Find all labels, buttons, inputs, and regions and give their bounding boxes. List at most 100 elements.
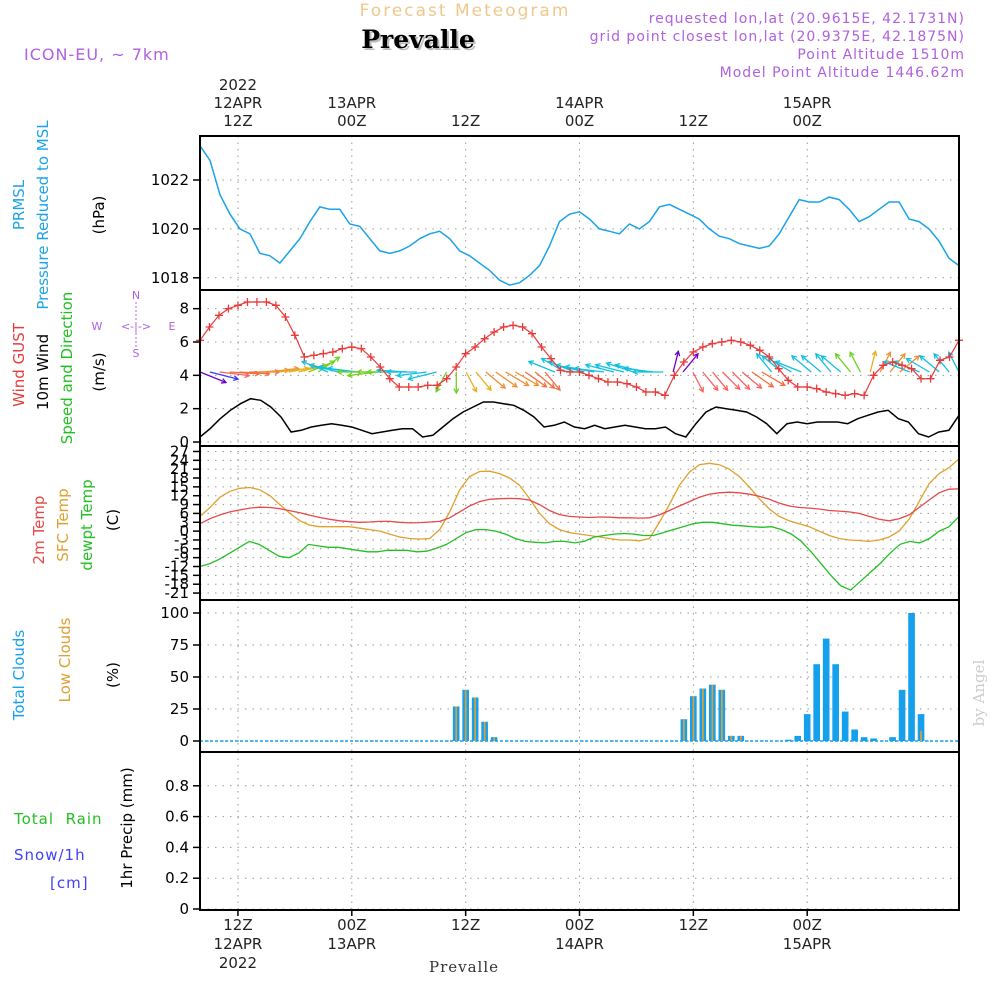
low-cloud-bar — [739, 735, 742, 741]
gust-marker — [300, 353, 309, 361]
wind-arrow-head — [933, 352, 940, 359]
gust-marker — [746, 341, 755, 350]
y-tick-label: -3 — [174, 531, 189, 549]
wind-arrow-head — [233, 375, 240, 382]
total-cloud-bar — [813, 664, 821, 741]
wind-arrow-head — [918, 355, 926, 361]
y-tick-label: 1018 — [151, 269, 189, 287]
wind-arrow-head — [541, 382, 548, 388]
low-cloud-bar — [483, 721, 486, 741]
y-tick-label: 6 — [179, 333, 189, 351]
wind-arrow-head — [547, 360, 554, 366]
wind-arrow-head — [698, 386, 704, 393]
gust-marker — [414, 383, 423, 391]
wind-arrow-head — [407, 375, 414, 382]
y-tick-label: 21 — [170, 460, 189, 478]
total-cloud-bar — [917, 714, 925, 741]
footer-location: Prevalle — [429, 958, 499, 976]
wind-arrow — [849, 351, 862, 373]
wind-arrow-head — [871, 350, 878, 357]
gust-marker — [803, 383, 812, 391]
gust-marker — [936, 356, 945, 365]
wind-arrow — [515, 371, 539, 387]
top-time-label: 15APR — [783, 94, 832, 112]
low-cloud-bar — [683, 719, 685, 741]
compass-n: N — [132, 289, 140, 302]
wind-panel: Wind GUST 10m Wind Speed and Direction (… — [10, 289, 963, 451]
y-tick-label: -21 — [165, 584, 190, 602]
prmsl-series-line — [199, 145, 960, 286]
wind-10m-label: 10m Wind — [34, 334, 52, 410]
wind-arrow-head — [674, 350, 681, 357]
gust-marker — [717, 338, 726, 346]
gust-marker — [480, 334, 489, 343]
y-tick-label: 50 — [170, 668, 189, 686]
gust-marker — [471, 343, 480, 351]
bottom-time-label: 12Z — [679, 916, 708, 934]
wind-arrow — [465, 371, 477, 393]
cloud-bars — [452, 613, 925, 741]
gust-marker — [898, 361, 907, 370]
gust-marker — [452, 363, 461, 371]
y-tick-label: 18 — [170, 469, 189, 487]
clouds-unit: (%) — [104, 662, 122, 688]
y-tick-label: -12 — [165, 558, 190, 576]
wind-arrow-head — [549, 383, 556, 389]
location-title: Prevalle — [361, 25, 475, 54]
gust-marker — [622, 379, 631, 388]
model-label: ICON-EU, ~ 7km — [24, 45, 170, 64]
low-cloud-bar — [730, 735, 733, 741]
gust-marker — [755, 346, 764, 355]
wind-arrow — [606, 362, 634, 373]
wind-arrow — [524, 371, 547, 388]
compass-arrows: <-|-> — [121, 320, 151, 333]
wind-arrow-head — [555, 385, 561, 392]
wind-arrow-head — [523, 380, 530, 387]
bottom-time-label: 12APR — [214, 935, 263, 953]
total-cloud-bar — [803, 714, 811, 741]
gust-marker — [290, 331, 299, 340]
wind-arrow-head — [334, 356, 341, 362]
low-cloud-bar — [455, 706, 458, 741]
gust-marker — [660, 391, 669, 400]
wind-arrow — [761, 371, 786, 387]
gust-marker — [205, 323, 214, 331]
total-cloud-bar — [860, 737, 868, 741]
y-tick-label: 0.6 — [165, 808, 189, 826]
wind-arrow-head — [622, 365, 629, 372]
wind-arrow-head — [471, 386, 478, 393]
gust-marker — [945, 353, 954, 361]
wind-arrow — [268, 367, 299, 373]
gust-marker — [395, 383, 404, 391]
compass-s: S — [133, 347, 140, 360]
wind-arrow-head — [365, 369, 372, 375]
gust-marker — [537, 343, 546, 351]
gust-marker — [509, 321, 518, 330]
gust-marker — [262, 298, 271, 306]
wind-arrow — [475, 371, 492, 391]
total-cloud-bar — [851, 729, 858, 741]
wind-arrow-head — [814, 352, 821, 359]
wind-arrow — [408, 371, 437, 380]
wind-dir-label: Speed and Direction — [58, 292, 76, 445]
y-tick-label: 0.2 — [165, 869, 189, 887]
total-cloud-bar — [832, 664, 839, 741]
gust-marker — [423, 381, 432, 390]
gust-marker — [641, 388, 650, 396]
wind-arrow — [585, 364, 615, 373]
wind-arrow-head — [885, 351, 892, 358]
total-cloud-bar — [841, 711, 849, 741]
gust-marker — [584, 371, 593, 380]
top-time-label: 12APR — [214, 94, 263, 112]
bottom-time-label: 14APR — [555, 935, 604, 953]
gust-marker — [433, 381, 442, 390]
wind-arrow — [534, 371, 555, 389]
wind-speed-line — [199, 397, 960, 438]
gust-marker — [528, 329, 537, 338]
wind-arrow — [756, 353, 773, 373]
gust-marker — [338, 344, 347, 353]
gust-marker — [727, 336, 736, 345]
bottom-time-label: 12Z — [223, 916, 252, 934]
